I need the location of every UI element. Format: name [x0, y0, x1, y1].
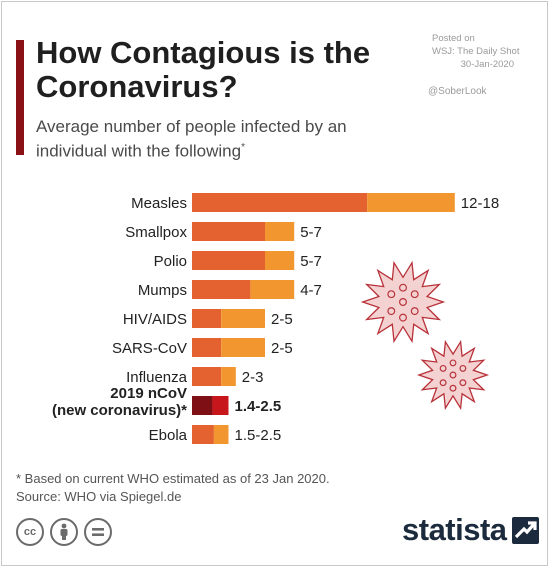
no-derivatives-icon[interactable]: [84, 518, 112, 546]
value-label-7: 1.4-2.5: [235, 398, 282, 415]
category-label-8: Ebola: [149, 427, 188, 444]
bar-chart: Measles 12-18 Smallpox 5-7 Polio 5-7 Mumps 4-7 H…: [52, 193, 499, 444]
bar-low-8: [192, 425, 214, 444]
virus-small-icon-dot-1: [439, 364, 447, 372]
posted-on-publication: WSJ: The Daily Shot: [432, 46, 520, 57]
virus-large-icon-dot-1: [387, 290, 396, 299]
virus-small-icon-dot-2: [459, 364, 467, 372]
bar-low-6: [192, 367, 222, 386]
bars-group: Measles 12-18 Smallpox 5-7 Polio 5-7 Mumps 4-7 H…: [52, 193, 499, 444]
virus-large-icon-dot-0: [399, 298, 407, 306]
virus-small-icon-dot-6: [449, 384, 457, 392]
bar-low-4: [192, 309, 222, 328]
virus-large-icon-dot-3: [387, 307, 396, 316]
value-label-6: 2-3: [242, 369, 264, 386]
subtitle-line-1: Average number of people infected by an: [36, 117, 347, 136]
virus-small-icon: [416, 339, 490, 411]
bar-range-1: [265, 222, 295, 241]
attribution-icon[interactable]: [50, 518, 78, 546]
bar-low-5: [192, 338, 222, 357]
bar-low-7: [192, 396, 213, 415]
virus-small-icon-dot-3: [439, 379, 447, 387]
virus-illustrations: [360, 260, 490, 411]
category-label-0: Measles: [131, 195, 187, 212]
category-label-7-line-0: 2019 nCoV: [110, 385, 187, 402]
bar-range-3: [250, 280, 295, 299]
posted-on-date: 30-Jan-2020: [460, 59, 514, 70]
bar-low-0: [192, 193, 368, 212]
bar-low-3: [192, 280, 251, 299]
posted-on-box: Posted on WSJ: The Daily Shot 30-Jan-202…: [432, 32, 522, 71]
footnote-block: * Based on current WHO estimated as of 2…: [16, 470, 330, 506]
bar-range-5: [221, 338, 265, 357]
virus-large-icon: [360, 260, 446, 344]
twitter-handle[interactable]: @SoberLook: [428, 86, 487, 97]
category-label-1: Smallpox: [125, 224, 187, 241]
subtitle-line-2: individual with the following: [36, 141, 242, 161]
category-label-3: Mumps: [138, 282, 187, 299]
category-label-7: 2019 nCoV (new coronavirus)*: [52, 385, 187, 419]
category-label-7-line-1: (new coronavirus)*: [52, 402, 187, 419]
chart-subtitle: Average number of people infected by an …: [36, 116, 416, 162]
virus-small-icon-dot-5: [449, 359, 457, 367]
virus-large-icon-dot-2: [410, 290, 419, 299]
bar-low-2: [192, 251, 265, 270]
value-label-5: 2-5: [271, 340, 293, 357]
value-label-0: 12-18: [461, 195, 499, 212]
virus-large-icon-dot-6: [399, 313, 407, 322]
virus-small-icon-body: [416, 339, 490, 411]
bar-range-7: [212, 396, 229, 415]
chart-title: How Contagious is the Coronavirus?: [36, 36, 416, 104]
bar-low-1: [192, 222, 265, 241]
virus-large-icon-dot-4: [410, 307, 419, 316]
title-line-2: Coronavirus?: [36, 69, 238, 104]
category-label-5: SARS-CoV: [112, 340, 187, 357]
bar-range-2: [265, 251, 295, 270]
virus-small-icon-dot-4: [459, 379, 467, 387]
title-accent-bar: [16, 40, 24, 155]
value-label-4: 2-5: [271, 311, 293, 328]
bar-range-6: [221, 367, 236, 386]
source-text: Source: WHO via Spiegel.de: [16, 489, 182, 504]
value-label-3: 4-7: [300, 282, 322, 299]
virus-small-icon-dot-0: [449, 371, 457, 379]
virus-large-icon-dot-5: [399, 283, 407, 292]
category-label-6: Influenza: [126, 369, 188, 386]
brand-logo[interactable]: statista: [402, 512, 539, 548]
category-label-4: HIV/AIDS: [123, 311, 187, 328]
bar-range-0: [367, 193, 455, 212]
posted-on-label: Posted on: [432, 33, 475, 44]
category-label-2: Polio: [154, 253, 187, 270]
license-icons: cc: [16, 518, 112, 546]
value-label-2: 5-7: [300, 253, 322, 270]
footnote-text: * Based on current WHO estimated as of 2…: [16, 471, 330, 486]
cc-icon[interactable]: cc: [16, 518, 44, 546]
value-label-8: 1.5-2.5: [235, 427, 282, 444]
bar-range-8: [213, 425, 229, 444]
subtitle-footnote-mark: *: [241, 142, 245, 153]
value-label-1: 5-7: [300, 224, 322, 241]
statista-mark-icon: [511, 516, 539, 544]
bar-range-4: [221, 309, 265, 328]
brand-name: statista: [402, 512, 507, 547]
virus-large-icon-body: [360, 260, 446, 344]
title-line-1: How Contagious is the: [36, 35, 371, 70]
